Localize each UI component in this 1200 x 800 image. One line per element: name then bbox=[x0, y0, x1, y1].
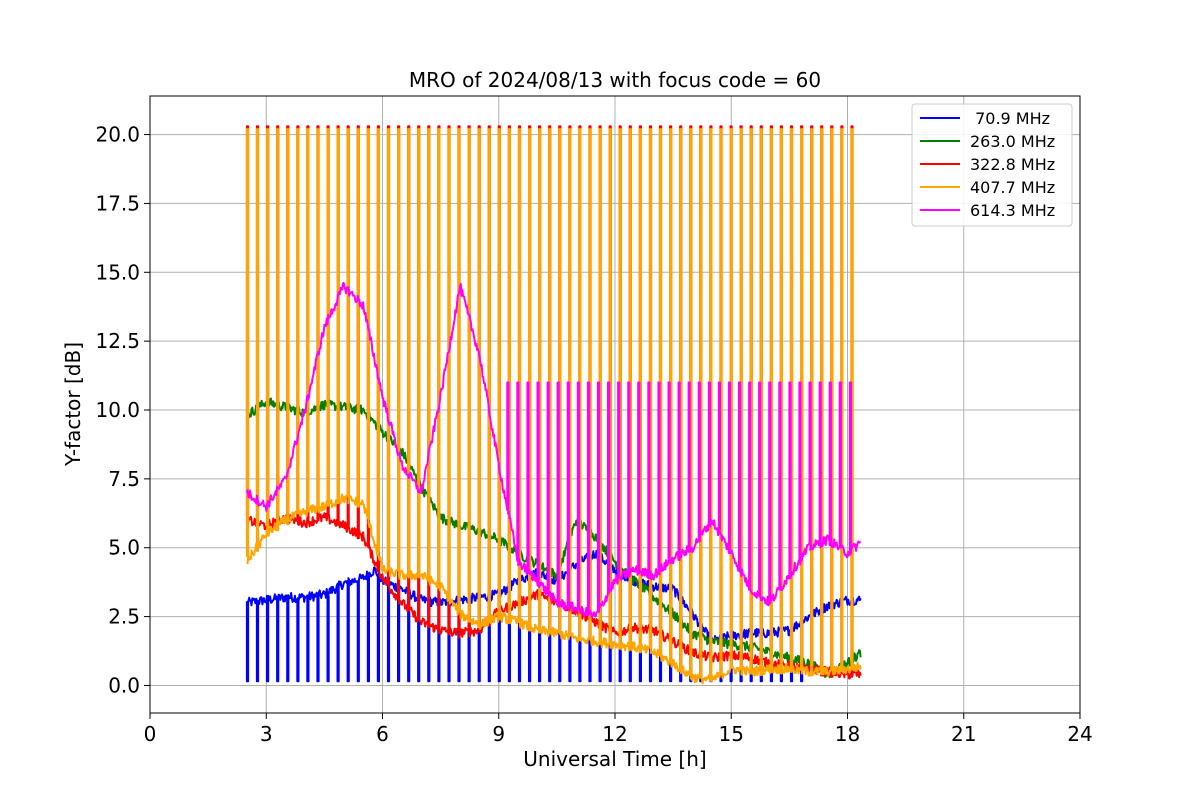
x-axis-label: Universal Time [h] bbox=[523, 747, 706, 771]
legend: 70.9 MHz 263.0 MHz 322.8 MHz 407.7 MHz 614.3… bbox=[911, 103, 1073, 227]
x-tick-label: 9 bbox=[492, 722, 505, 746]
x-tick-label: 24 bbox=[1067, 722, 1092, 746]
legend-label: 407.7 MHz bbox=[970, 178, 1055, 197]
series-line bbox=[245, 281, 862, 619]
y-tick-label: 0.0 bbox=[108, 673, 140, 697]
x-tick-label: 3 bbox=[260, 722, 273, 746]
x-tick-label: 21 bbox=[951, 722, 976, 746]
chart-title: MRO of 2024/08/13 with focus code = 60 bbox=[409, 68, 821, 92]
x-tick-label: 6 bbox=[376, 722, 389, 746]
legend-label: 322.8 MHz bbox=[970, 155, 1055, 174]
y-tick-label: 12.5 bbox=[95, 329, 140, 353]
y-axis-label: Y-factor [dB] bbox=[61, 342, 85, 467]
legend-box bbox=[911, 103, 1073, 227]
x-tick-label: 0 bbox=[144, 722, 157, 746]
y-tick-label: 10.0 bbox=[95, 398, 140, 422]
legend-label: 70.9 MHz bbox=[970, 109, 1050, 128]
y-axis-ticks: 0.0 2.5 5.0 7.5 10.0 12.5 15.0 17.5 20.0 bbox=[95, 123, 150, 697]
plot-series bbox=[245, 125, 862, 685]
y-tick-label: 2.5 bbox=[108, 605, 140, 629]
series-line bbox=[245, 128, 862, 685]
y-tick-label: 5.0 bbox=[108, 536, 140, 560]
legend-label: 263.0 MHz bbox=[970, 132, 1055, 151]
y-tick-label: 15.0 bbox=[95, 260, 140, 284]
x-tick-label: 15 bbox=[719, 722, 744, 746]
y-tick-label: 17.5 bbox=[95, 191, 140, 215]
legend-label: 614.3 MHz bbox=[970, 201, 1055, 220]
y-tick-label: 7.5 bbox=[108, 467, 140, 491]
x-tick-label: 12 bbox=[602, 722, 627, 746]
x-tick-label: 18 bbox=[835, 722, 860, 746]
y-tick-label: 20.0 bbox=[95, 123, 140, 147]
x-axis-ticks: 0 3 6 9 12 15 18 21 24 bbox=[144, 713, 1093, 746]
